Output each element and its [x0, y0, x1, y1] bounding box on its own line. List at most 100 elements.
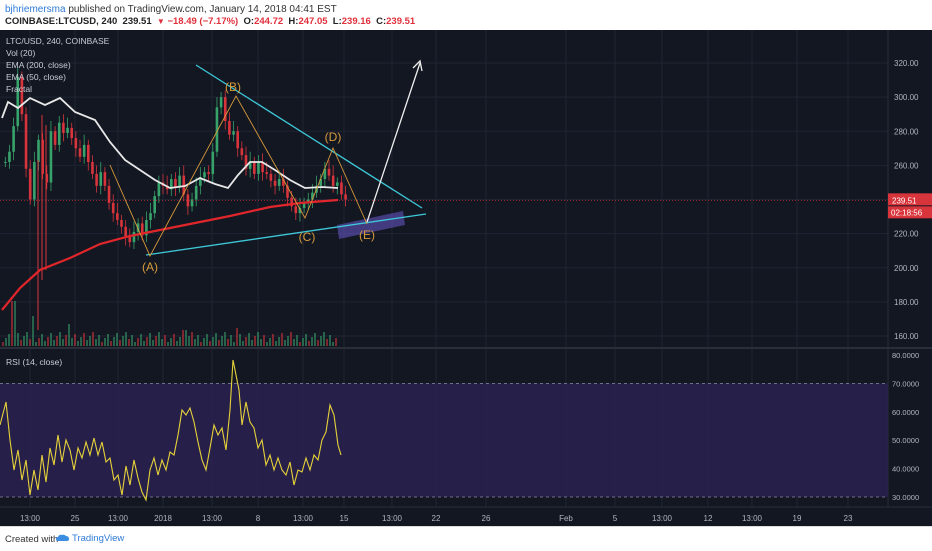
time-tick: Feb — [559, 514, 573, 523]
candle-body — [194, 185, 198, 200]
volume-bar — [176, 341, 178, 346]
candle-body — [12, 126, 15, 152]
cloud-icon — [56, 534, 69, 541]
legend-vol: Vol (20) — [6, 48, 36, 58]
legend-ema200: EMA (200, close) — [6, 60, 71, 70]
volume-bar — [272, 334, 274, 346]
rsi-pane — [0, 359, 888, 502]
price-tick: 320.00 — [894, 59, 919, 68]
volume-bar — [206, 334, 208, 346]
candle-body — [186, 194, 190, 207]
volume-bar — [266, 342, 268, 346]
candle-body — [74, 138, 78, 149]
candle-body — [211, 151, 215, 174]
volume-bar — [68, 324, 70, 346]
volume-bar — [326, 339, 328, 346]
candle-body — [124, 226, 127, 238]
time-tick: 13:00 — [742, 514, 763, 523]
candle-body — [41, 139, 44, 174]
volume-bar — [194, 339, 196, 346]
rsi-line — [0, 359, 342, 502]
rsi-tick: 50.0000 — [892, 436, 919, 445]
volume-bar — [287, 336, 289, 346]
volume-bar — [251, 340, 253, 346]
volume-bar — [113, 337, 115, 346]
candle-body — [153, 196, 156, 214]
volume-bar — [134, 342, 136, 346]
price-chart[interactable]: (A) (B) (C) (D) (E) 320.00 300.00 280.00 260.00… — [0, 30, 932, 526]
candle-body — [232, 131, 235, 135]
price-badge: 239.51 — [892, 196, 917, 205]
candle-body — [294, 206, 298, 214]
volume-bar — [227, 339, 229, 346]
volume-bar — [110, 341, 112, 346]
time-tick: 5 — [613, 514, 618, 523]
candle-body — [248, 161, 252, 169]
candle-body — [132, 231, 136, 243]
volume-bar — [50, 333, 52, 346]
legend-rsi: RSI (14, close) — [6, 357, 63, 367]
symbol-info: COINBASE:LTCUSD, 240 239.51 ▼ −18.49 (−7… — [5, 16, 415, 27]
volume-bar — [122, 336, 124, 346]
symbol-name: COINBASE:LTCUSD, 240 — [5, 16, 118, 27]
volume-bar — [95, 339, 97, 346]
candle-body — [269, 173, 273, 181]
candle-body — [257, 161, 260, 174]
candle-body — [95, 173, 98, 186]
volume-bar — [92, 332, 94, 346]
rsi-tick: 60.0000 — [892, 408, 919, 417]
volume-bar — [221, 336, 223, 346]
volume-bar — [323, 332, 325, 346]
volume-bar — [293, 339, 295, 346]
footer: Created with TradingView — [0, 526, 932, 551]
tradingview-logo[interactable]: TradingView — [56, 533, 124, 544]
tradingview-brand: TradingView — [72, 533, 125, 544]
candle-body — [336, 182, 339, 186]
volume-bar — [182, 330, 184, 346]
candle-body — [136, 223, 140, 232]
candle-body — [261, 161, 264, 173]
candle-body — [140, 223, 144, 236]
candle-body — [33, 161, 36, 200]
wave-label: (C) — [299, 230, 316, 244]
candle-body — [265, 172, 269, 174]
low-value: 239.16 — [341, 16, 371, 27]
candle-body — [253, 161, 256, 174]
candle-body — [182, 175, 186, 195]
candle-body — [207, 172, 210, 174]
volume-bar — [140, 334, 142, 346]
candle-body — [145, 219, 148, 236]
candle-body — [120, 219, 123, 227]
candle-body — [331, 175, 335, 186]
volume-bar — [167, 342, 169, 346]
volume-bar — [77, 341, 79, 346]
upper-trendline — [195, 64, 423, 209]
candle-body — [20, 76, 24, 115]
down-arrow-icon: ▼ — [156, 17, 165, 26]
volume-bar — [56, 336, 58, 346]
volume-bar — [59, 332, 61, 346]
candle-body — [49, 131, 53, 183]
volume-bar — [86, 340, 88, 346]
volume-bar — [269, 338, 271, 346]
candle-body — [70, 127, 73, 139]
legend-fractal: Fractal — [6, 84, 32, 94]
volume-bar — [32, 316, 34, 346]
candle-body — [298, 208, 302, 214]
candle-body — [311, 192, 314, 200]
author-link[interactable]: bjhriemersma — [5, 4, 66, 15]
price-tick: 200.00 — [894, 264, 919, 273]
volume-bar — [239, 334, 241, 346]
time-tick: 13:00 — [293, 514, 314, 523]
volume-bar — [53, 340, 55, 346]
publish-info: bjhriemersma published on TradingView.co… — [5, 4, 337, 15]
volume-bar — [47, 337, 49, 346]
time-tick: 12 — [704, 514, 713, 523]
time-tick: 13:00 — [108, 514, 129, 523]
volume-bar — [191, 332, 193, 346]
candle-body — [240, 148, 244, 156]
rsi-tick: 80.0000 — [892, 351, 919, 360]
volume-bar — [164, 335, 166, 346]
volume-bar — [26, 332, 28, 346]
chart-area[interactable]: (A) (B) (C) (D) (E) 320.00 300.00 280.00 260.00… — [0, 30, 932, 526]
